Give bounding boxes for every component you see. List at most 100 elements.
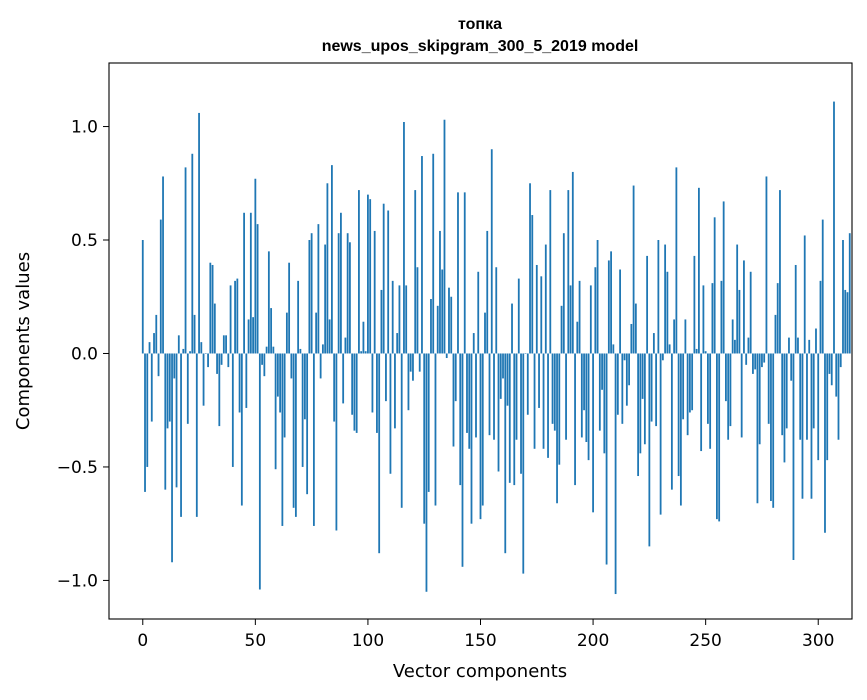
bar bbox=[842, 240, 844, 354]
bar bbox=[580, 353, 583, 438]
bar bbox=[691, 353, 694, 411]
bar bbox=[236, 278, 239, 354]
bar bbox=[202, 353, 205, 406]
bar bbox=[542, 353, 545, 449]
bar bbox=[623, 353, 626, 361]
y-tick-label: 1.0 bbox=[71, 118, 98, 138]
bar bbox=[452, 353, 455, 447]
bar bbox=[261, 353, 263, 365]
bar bbox=[189, 351, 191, 354]
bar bbox=[346, 233, 349, 354]
bar bbox=[290, 353, 293, 379]
bar bbox=[173, 353, 176, 379]
bar bbox=[407, 353, 410, 411]
bar bbox=[619, 269, 621, 354]
bar bbox=[734, 339, 736, 354]
bar bbox=[285, 312, 288, 354]
bar bbox=[436, 305, 439, 354]
bar bbox=[716, 353, 718, 520]
bar bbox=[394, 353, 396, 429]
y-axis-ticks: −1.0 −0.5 0.0 0.5 1.0 bbox=[57, 118, 109, 591]
bar bbox=[815, 328, 817, 354]
bar bbox=[817, 353, 820, 461]
bar bbox=[247, 319, 250, 354]
bar bbox=[360, 351, 363, 354]
bar bbox=[182, 348, 185, 354]
bar bbox=[171, 353, 173, 563]
bar bbox=[414, 190, 417, 354]
bar bbox=[220, 353, 223, 365]
bar bbox=[774, 314, 777, 354]
bar bbox=[499, 353, 502, 399]
bar bbox=[434, 353, 437, 506]
bar bbox=[391, 280, 394, 354]
bar bbox=[382, 203, 385, 354]
bar bbox=[587, 353, 590, 461]
bar bbox=[781, 353, 784, 436]
bar bbox=[808, 339, 811, 354]
bar bbox=[416, 267, 419, 354]
bar bbox=[686, 353, 689, 436]
bar bbox=[819, 280, 822, 354]
bar bbox=[702, 285, 705, 354]
bar bbox=[718, 353, 721, 522]
bar bbox=[806, 353, 808, 440]
bar bbox=[472, 333, 475, 354]
bar bbox=[713, 217, 716, 354]
bar bbox=[792, 353, 795, 560]
bar bbox=[709, 353, 712, 449]
bar bbox=[517, 278, 520, 354]
bar bbox=[567, 190, 570, 354]
bar bbox=[558, 353, 561, 465]
bar bbox=[432, 153, 435, 354]
bar bbox=[148, 342, 151, 354]
x-axis-label: Vector components bbox=[393, 661, 567, 682]
bar bbox=[312, 353, 315, 526]
bar bbox=[560, 305, 563, 354]
bar bbox=[477, 271, 480, 354]
bar bbox=[378, 353, 381, 554]
bar bbox=[524, 353, 527, 354]
bar bbox=[513, 353, 516, 486]
bar bbox=[207, 353, 209, 368]
bar bbox=[547, 353, 549, 458]
bar bbox=[398, 285, 401, 354]
bar bbox=[340, 212, 342, 354]
bar bbox=[637, 353, 640, 477]
bar bbox=[281, 353, 284, 526]
bar bbox=[373, 230, 376, 354]
bar bbox=[204, 353, 207, 354]
bar bbox=[616, 353, 619, 415]
bar bbox=[621, 353, 624, 424]
bar bbox=[362, 321, 365, 354]
bar bbox=[747, 337, 750, 354]
bar bbox=[830, 353, 833, 386]
bar bbox=[596, 240, 599, 354]
bar bbox=[522, 353, 525, 574]
bar bbox=[576, 321, 579, 354]
y-tick-label: 0.0 bbox=[71, 344, 98, 364]
bar bbox=[475, 353, 477, 438]
bar bbox=[412, 353, 414, 381]
bar bbox=[389, 353, 392, 474]
bar bbox=[772, 353, 775, 508]
bar bbox=[344, 337, 347, 354]
bar bbox=[826, 353, 829, 461]
bar bbox=[722, 201, 725, 354]
bar bbox=[218, 353, 221, 427]
bar bbox=[801, 353, 804, 499]
bar bbox=[159, 219, 162, 354]
bar bbox=[799, 353, 802, 440]
bar bbox=[445, 353, 448, 359]
bar bbox=[506, 353, 509, 406]
bar bbox=[141, 240, 144, 354]
bar bbox=[317, 224, 320, 354]
bar bbox=[315, 312, 318, 354]
bar bbox=[520, 353, 522, 474]
bar bbox=[441, 269, 444, 354]
bar bbox=[495, 267, 498, 354]
bar bbox=[425, 353, 428, 592]
bar bbox=[457, 192, 459, 354]
bar bbox=[376, 353, 378, 433]
bar bbox=[225, 335, 227, 354]
